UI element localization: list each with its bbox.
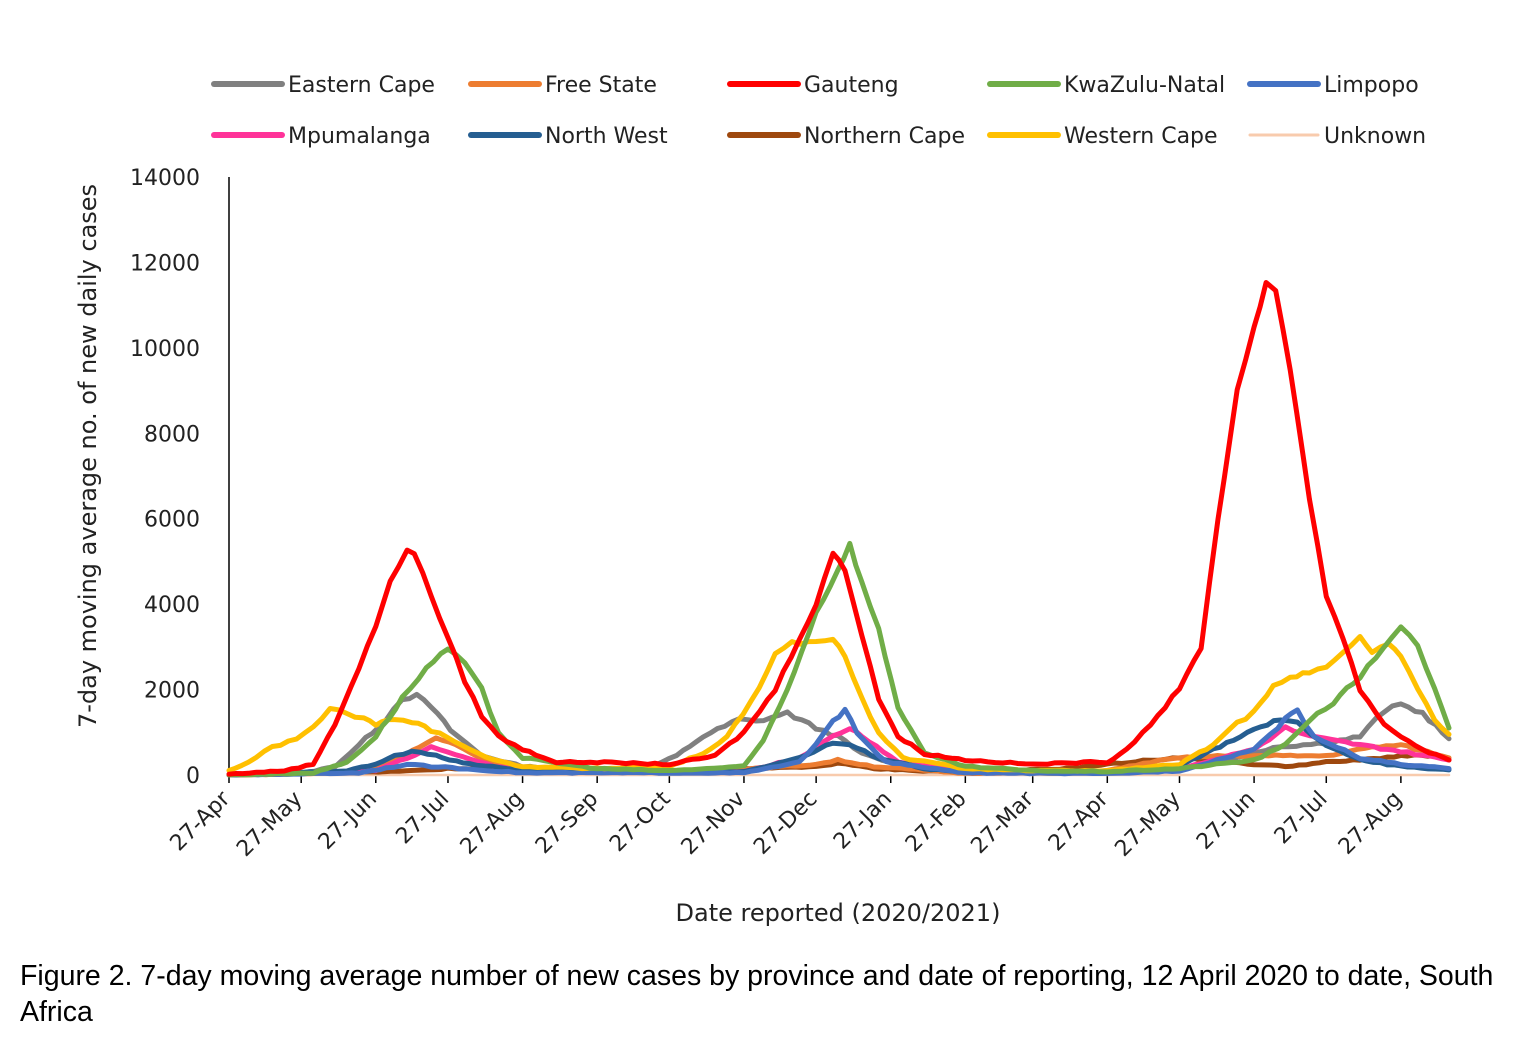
y-axis: 0 2000 4000 6000 8000 10000 12000 14000 xyxy=(130,166,230,789)
legend-label: Free State xyxy=(545,73,657,98)
y-tick-label: 0 xyxy=(186,764,200,789)
x-tick-label: 27-Mar xyxy=(967,786,1040,859)
y-tick-label: 2000 xyxy=(144,679,200,704)
x-tick-label: 27-Nov xyxy=(677,787,750,860)
chart-legend: Eastern Cape Free State Gauteng KwaZulu-Nat… xyxy=(211,73,1426,149)
line-chart: Eastern Cape Free State Gauteng KwaZulu-Nat… xyxy=(74,73,1452,927)
series-lines xyxy=(226,280,1452,778)
y-tick-label: 10000 xyxy=(130,337,200,362)
x-tick-label: 27-Oct xyxy=(605,786,676,857)
legend-item-free-state: Free State xyxy=(468,73,657,98)
x-tick-label: 27-May xyxy=(1110,787,1185,862)
legend-item-north-west: North West xyxy=(468,124,668,149)
y-tick-label: 8000 xyxy=(144,422,200,447)
y-tick-label: 12000 xyxy=(130,251,200,276)
legend-item-western-cape: Western Cape xyxy=(987,124,1218,149)
legend-item-gauteng: Gauteng xyxy=(727,73,899,98)
legend-label: Mpumalanga xyxy=(288,124,431,149)
x-tick-label: 27-Sep xyxy=(531,787,603,859)
series-line-western-cape xyxy=(226,634,1452,774)
legend-label: Gauteng xyxy=(804,73,899,98)
legend-item-unknown: Unknown xyxy=(1248,124,1426,149)
series-line-gauteng xyxy=(226,280,1452,777)
legend-item-kwazulu-natal: KwaZulu-Natal xyxy=(987,73,1225,98)
x-tick-label: 27-Apr xyxy=(166,786,236,856)
x-tick-label: 27-Jan xyxy=(829,787,897,855)
legend-item-northern-cape: Northern Cape xyxy=(727,124,965,149)
series-line-limpopo xyxy=(226,706,1452,778)
y-tick-label: 6000 xyxy=(144,508,200,533)
series-line-kwazulu-natal xyxy=(226,540,1452,778)
legend-item-mpumalanga: Mpumalanga xyxy=(211,124,431,149)
legend-label: Unknown xyxy=(1324,124,1426,149)
y-axis-title: 7-day moving average no. of new daily ca… xyxy=(74,184,102,728)
y-tick-label: 14000 xyxy=(130,166,200,191)
legend-label: KwaZulu-Natal xyxy=(1064,73,1225,98)
x-tick-label: 27-Jul xyxy=(1270,787,1333,850)
x-tick-label: 27-Aug xyxy=(1334,787,1407,860)
series-line-free-state xyxy=(226,735,1452,778)
y-tick-label: 4000 xyxy=(144,593,200,618)
x-tick-label: 27-Apr xyxy=(1044,786,1114,856)
x-axis-title: Date reported (2020/2021) xyxy=(676,899,1001,927)
legend-item-eastern-cape: Eastern Cape xyxy=(211,73,435,98)
legend-label: Western Cape xyxy=(1064,124,1218,149)
legend-label: Eastern Cape xyxy=(288,73,435,98)
legend-label: Northern Cape xyxy=(804,124,965,149)
legend-label: North West xyxy=(545,124,668,149)
legend-item-limpopo: Limpopo xyxy=(1247,73,1419,98)
series-line-north-west xyxy=(226,717,1452,778)
x-tick-label: 27-May xyxy=(232,787,307,862)
figure-caption: Figure 2. 7-day moving average number of… xyxy=(20,960,1494,1028)
x-tick-label: 27-Dec xyxy=(749,787,822,860)
x-tick-label: 27-Feb xyxy=(901,787,972,858)
x-tick-label: 27-Jul xyxy=(391,787,454,850)
legend-label: Limpopo xyxy=(1324,73,1419,98)
x-tick-label: 27-Jun xyxy=(1192,787,1260,855)
x-tick-label: 27-Aug xyxy=(456,787,529,860)
x-tick-label: 27-Jun xyxy=(314,787,382,855)
